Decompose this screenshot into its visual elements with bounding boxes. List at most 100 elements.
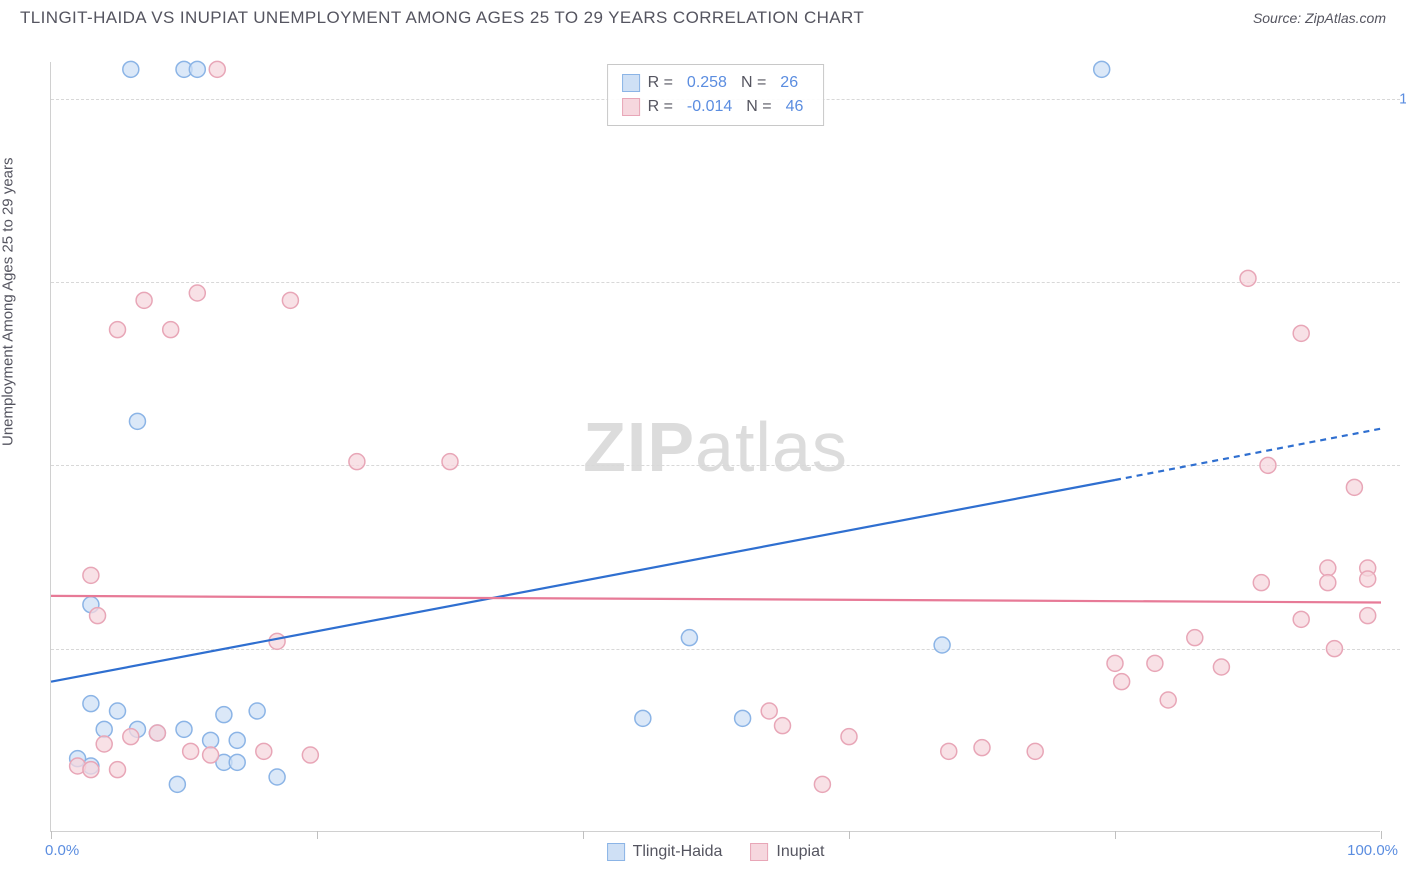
x-axis-min-label: 0.0% [45, 842, 79, 859]
data-point [841, 729, 857, 745]
trend-line [51, 596, 1381, 603]
data-point [169, 776, 185, 792]
data-point [1293, 611, 1309, 627]
data-point [282, 292, 298, 308]
series-swatch [622, 74, 640, 92]
data-point [1160, 692, 1176, 708]
stats-row: R = 0.258 N = 26 [622, 71, 810, 95]
data-point [269, 633, 285, 649]
data-point [1346, 479, 1362, 495]
n-label: N = [746, 95, 771, 119]
data-point [1147, 655, 1163, 671]
data-point [1293, 325, 1309, 341]
y-axis-label: Unemployment Among Ages 25 to 29 years [0, 157, 17, 446]
data-point [216, 707, 232, 723]
data-point [735, 710, 751, 726]
trend-line-extrapolated [1115, 429, 1381, 480]
data-point [110, 703, 126, 719]
data-point [349, 454, 365, 470]
legend-swatch [607, 843, 625, 861]
data-point [814, 776, 830, 792]
data-point [136, 292, 152, 308]
data-point [129, 413, 145, 429]
n-label: N = [741, 71, 766, 95]
data-point [229, 732, 245, 748]
series-swatch [622, 98, 640, 116]
data-point [110, 322, 126, 338]
stats-row: R = -0.014 N = 46 [622, 95, 810, 119]
data-point [176, 721, 192, 737]
data-point [96, 721, 112, 737]
data-point [1253, 575, 1269, 591]
x-tick [583, 831, 584, 839]
data-point [302, 747, 318, 763]
data-point [229, 754, 245, 770]
data-point [83, 762, 99, 778]
x-tick [849, 831, 850, 839]
data-point [1360, 571, 1376, 587]
data-point [1114, 674, 1130, 690]
data-point [775, 718, 791, 734]
data-point [110, 762, 126, 778]
data-point [1360, 608, 1376, 624]
data-point [1213, 659, 1229, 675]
legend-item: Tlingit-Haida [607, 843, 723, 861]
r-value: 0.258 [681, 71, 733, 95]
data-point [761, 703, 777, 719]
y-tick-label: 75.0% [1390, 274, 1406, 291]
r-label: R = [648, 71, 673, 95]
legend-label: Inupiat [776, 843, 824, 861]
data-point [941, 743, 957, 759]
data-point [635, 710, 651, 726]
data-point [123, 729, 139, 745]
data-point [1027, 743, 1043, 759]
data-point [269, 769, 285, 785]
data-point [1240, 270, 1256, 286]
trend-line [51, 480, 1115, 682]
data-point [1187, 630, 1203, 646]
data-point [934, 637, 950, 653]
data-point [183, 743, 199, 759]
data-point [1326, 641, 1342, 657]
data-point [163, 322, 179, 338]
legend-swatch [750, 843, 768, 861]
chart-plot-area: ZIPatlas 25.0%50.0%75.0%100.0% R = 0.258… [50, 62, 1380, 832]
data-point [83, 567, 99, 583]
r-value: -0.014 [681, 95, 738, 119]
n-value: 26 [774, 71, 804, 95]
data-point [249, 703, 265, 719]
r-label: R = [648, 95, 673, 119]
correlation-stats-box: R = 0.258 N = 26 R = -0.014 N = 46 [607, 64, 825, 126]
data-point [189, 285, 205, 301]
x-tick [317, 831, 318, 839]
legend-label: Tlingit-Haida [633, 843, 723, 861]
data-point [123, 61, 139, 77]
data-point [189, 61, 205, 77]
data-point [90, 608, 106, 624]
data-point [203, 732, 219, 748]
data-point [203, 747, 219, 763]
data-point [1260, 457, 1276, 473]
data-point [149, 725, 165, 741]
legend-item: Inupiat [750, 843, 824, 861]
x-tick [51, 831, 52, 839]
x-tick [1381, 831, 1382, 839]
legend: Tlingit-Haida Inupiat [607, 843, 825, 861]
n-value: 46 [780, 95, 810, 119]
y-tick-label: 50.0% [1390, 457, 1406, 474]
y-tick-label: 100.0% [1390, 90, 1406, 107]
y-tick-label: 25.0% [1390, 640, 1406, 657]
data-point [681, 630, 697, 646]
data-point [209, 61, 225, 77]
data-point [83, 696, 99, 712]
data-point [1094, 61, 1110, 77]
data-point [1107, 655, 1123, 671]
data-point [1320, 575, 1336, 591]
data-point [96, 736, 112, 752]
data-point [1320, 560, 1336, 576]
chart-title: TLINGIT-HAIDA VS INUPIAT UNEMPLOYMENT AM… [20, 8, 864, 27]
x-tick [1115, 831, 1116, 839]
scatter-svg [51, 62, 1380, 831]
x-axis-max-label: 100.0% [1347, 842, 1398, 859]
data-point [256, 743, 272, 759]
